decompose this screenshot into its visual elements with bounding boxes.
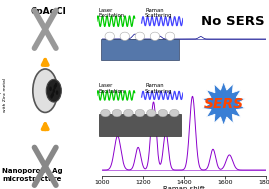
Circle shape (33, 69, 58, 112)
Circle shape (112, 109, 122, 117)
Circle shape (49, 87, 52, 91)
Text: 6pAgCl: 6pAgCl (30, 7, 66, 16)
Circle shape (158, 109, 168, 117)
Circle shape (54, 85, 56, 89)
Text: Nanoporous Ag
microstructure: Nanoporous Ag microstructure (2, 168, 63, 182)
Text: SERS: SERS (204, 97, 244, 111)
X-axis label: Raman shift: Raman shift (163, 186, 205, 189)
Circle shape (55, 83, 57, 87)
Circle shape (165, 32, 175, 40)
Circle shape (169, 109, 179, 117)
FancyBboxPatch shape (98, 115, 181, 136)
Circle shape (50, 94, 53, 99)
Text: Galvanic Replacement
with Zinc metal: Galvanic Replacement with Zinc metal (0, 70, 7, 119)
Circle shape (56, 90, 58, 95)
Text: Raman
Scattering: Raman Scattering (145, 8, 172, 18)
Circle shape (52, 88, 55, 93)
Circle shape (135, 32, 145, 40)
Circle shape (124, 109, 133, 117)
Text: Laser
Excitation: Laser Excitation (98, 8, 125, 18)
Circle shape (51, 92, 54, 97)
Circle shape (147, 109, 156, 117)
Text: No SERS: No SERS (201, 15, 265, 28)
Circle shape (101, 109, 110, 117)
Polygon shape (202, 82, 245, 125)
Circle shape (120, 32, 130, 40)
Text: Raman
Scattering: Raman Scattering (145, 83, 172, 94)
Circle shape (135, 109, 145, 117)
Circle shape (150, 32, 160, 40)
FancyBboxPatch shape (101, 39, 179, 60)
Circle shape (105, 32, 115, 40)
Ellipse shape (46, 79, 61, 102)
Text: Laser
Excitation: Laser Excitation (98, 83, 125, 94)
